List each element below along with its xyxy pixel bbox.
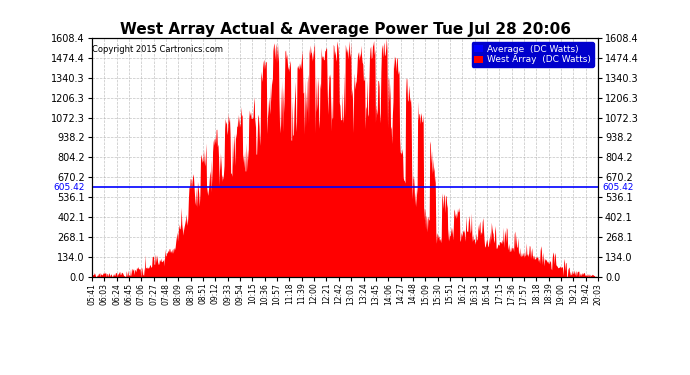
Legend: Average  (DC Watts), West Array  (DC Watts): Average (DC Watts), West Array (DC Watts… [472,42,593,67]
Text: 605.42: 605.42 [602,183,633,192]
Text: 605.42: 605.42 [53,183,84,192]
Title: West Array Actual & Average Power Tue Jul 28 20:06: West Array Actual & Average Power Tue Ju… [119,21,571,36]
Text: Copyright 2015 Cartronics.com: Copyright 2015 Cartronics.com [92,45,224,54]
